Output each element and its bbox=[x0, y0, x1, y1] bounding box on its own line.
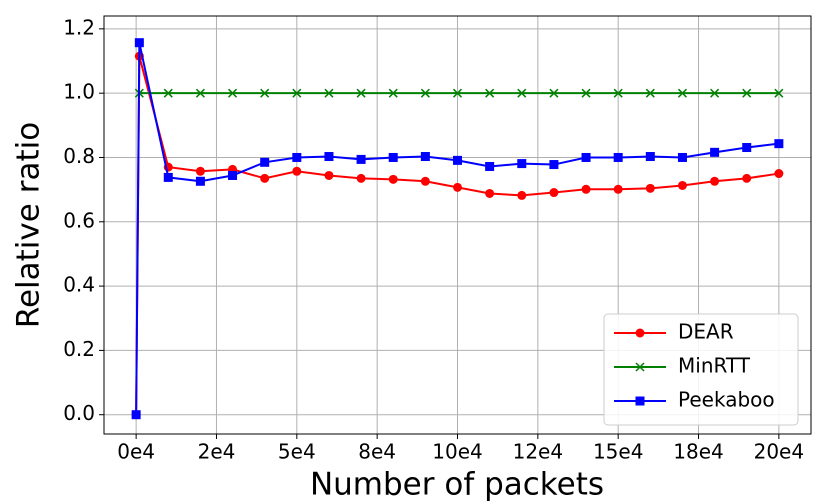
point bbox=[742, 88, 752, 98]
point bbox=[710, 176, 720, 186]
point bbox=[581, 152, 591, 162]
point bbox=[260, 157, 270, 167]
point bbox=[356, 173, 366, 183]
point bbox=[163, 88, 173, 98]
point bbox=[774, 88, 784, 98]
point bbox=[774, 139, 784, 149]
legend-marker bbox=[635, 396, 645, 406]
legend-label: DEAR bbox=[678, 320, 734, 344]
point bbox=[613, 184, 623, 194]
point bbox=[356, 154, 366, 164]
point bbox=[645, 88, 655, 98]
point bbox=[452, 88, 463, 98]
point bbox=[677, 88, 687, 98]
legend-box bbox=[603, 313, 799, 426]
plot-frame bbox=[103, 15, 812, 435]
x-tick-label: 5e4 bbox=[278, 440, 316, 464]
point bbox=[388, 174, 398, 184]
point bbox=[742, 173, 752, 183]
x-tick-label: 0e4 bbox=[117, 440, 155, 464]
x-tick-label: 2e4 bbox=[198, 440, 236, 464]
point bbox=[420, 88, 430, 98]
x-tick-label: 12e4 bbox=[513, 440, 563, 464]
point bbox=[260, 88, 270, 98]
x-tick-label: 8e4 bbox=[358, 440, 396, 464]
point bbox=[324, 170, 334, 180]
y-axis-label: Relative ratio bbox=[11, 122, 47, 328]
y-tick-label: 0.6 bbox=[63, 208, 95, 232]
point bbox=[517, 88, 527, 98]
legend: DEAR MinRTT Peekaboo bbox=[603, 313, 799, 426]
y-tick-label: 1.0 bbox=[63, 80, 95, 104]
point bbox=[485, 88, 495, 98]
point bbox=[710, 147, 720, 157]
point bbox=[260, 173, 270, 183]
point bbox=[677, 152, 687, 162]
y-tick-label: 0.0 bbox=[63, 401, 95, 425]
point bbox=[549, 188, 559, 198]
x-axis-label: Number of packets bbox=[310, 467, 604, 503]
point bbox=[453, 155, 462, 165]
point bbox=[613, 152, 623, 162]
x-tick-label: 18e4 bbox=[673, 440, 723, 464]
point bbox=[195, 166, 205, 176]
point bbox=[485, 188, 495, 198]
y-tick-label: 1.2 bbox=[63, 15, 95, 39]
x-tick-label: 15e4 bbox=[593, 440, 643, 464]
point bbox=[485, 161, 495, 171]
y-tick-label: 0.8 bbox=[63, 144, 95, 168]
point bbox=[228, 88, 238, 98]
point bbox=[228, 170, 238, 180]
point bbox=[163, 172, 173, 182]
point bbox=[195, 88, 205, 98]
point bbox=[645, 152, 655, 162]
legend-marker bbox=[635, 362, 645, 372]
point bbox=[581, 184, 591, 194]
y-tick-label: 0.2 bbox=[63, 337, 95, 361]
point bbox=[388, 88, 398, 98]
point bbox=[613, 88, 623, 98]
point bbox=[742, 143, 752, 153]
point bbox=[324, 152, 334, 162]
point bbox=[388, 152, 398, 162]
point bbox=[420, 152, 430, 162]
y-tick-label: 0.4 bbox=[63, 273, 95, 297]
point bbox=[581, 88, 591, 98]
point bbox=[292, 88, 302, 98]
point bbox=[324, 88, 334, 98]
legend-label: Peekaboo bbox=[678, 388, 775, 412]
plot bbox=[131, 38, 784, 420]
point bbox=[774, 169, 784, 179]
point bbox=[356, 88, 366, 98]
point bbox=[292, 166, 302, 176]
series-line bbox=[135, 55, 780, 415]
legend-marker bbox=[635, 328, 645, 338]
point bbox=[677, 180, 687, 190]
x-tick-label: 10e4 bbox=[432, 440, 482, 464]
point bbox=[549, 88, 559, 98]
point bbox=[710, 88, 720, 98]
point bbox=[549, 160, 559, 170]
point bbox=[195, 176, 205, 186]
point bbox=[517, 190, 527, 200]
legend-label: MinRTT bbox=[678, 354, 751, 378]
series-line bbox=[135, 42, 779, 415]
point bbox=[134, 38, 144, 48]
point bbox=[645, 183, 655, 193]
point bbox=[453, 182, 462, 192]
point bbox=[292, 152, 302, 162]
point bbox=[131, 410, 141, 420]
point bbox=[420, 176, 430, 186]
x-tick-label: 20e4 bbox=[754, 440, 804, 464]
point bbox=[517, 159, 527, 169]
